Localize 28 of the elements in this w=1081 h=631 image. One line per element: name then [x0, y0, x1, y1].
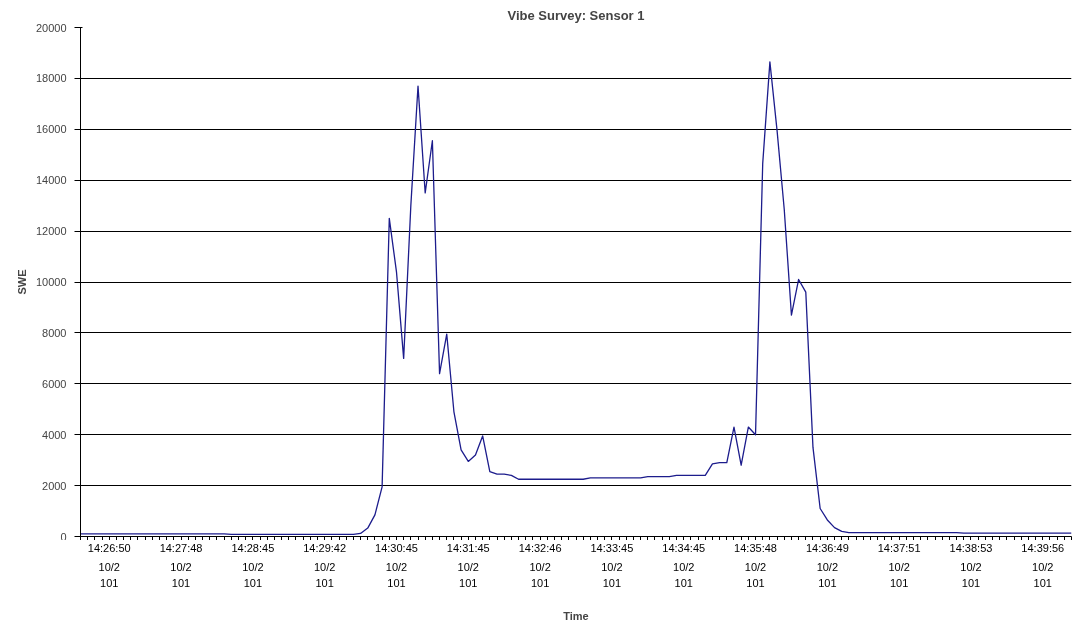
y-tick-label: 16000 — [35, 123, 67, 136]
x-tick-label: 14:33:45 10/2 101 — [590, 542, 634, 589]
x-tick-label: 14:31:45 10/2 101 — [446, 542, 490, 589]
x-tick-label: 14:36:49 10/2 101 — [805, 542, 849, 589]
y-tick-label: 2000 — [42, 479, 67, 492]
x-tick-label: 14:28:45 10/2 101 — [231, 542, 275, 589]
y-tick-label: 8000 — [42, 326, 67, 339]
y-tick-label: 10000 — [35, 276, 67, 288]
x-tick-label: 14:38:53 10/2 101 — [949, 542, 993, 589]
y-axis-title: SWE — [15, 269, 28, 295]
y-tick-label: 18000 — [35, 72, 67, 85]
x-tick-label: 14:39:56 10/2 101 — [1021, 542, 1065, 589]
y-tick-label: 12000 — [35, 225, 67, 238]
y-tick-label: 20000 — [35, 21, 67, 34]
x-tick-label: 14:37:51 10/2 101 — [877, 542, 921, 589]
y-tick-label: 0 — [60, 530, 67, 543]
x-tick-label: 14:35:48 10/2 101 — [734, 542, 777, 589]
x-tick-label: 14:30:45 10/2 101 — [375, 542, 418, 589]
y-tick-label: 6000 — [42, 377, 67, 390]
x-tick-label: 14:26:50 10/2 101 — [87, 542, 131, 589]
x-tick-label: 14:29:42 10/2 101 — [303, 542, 347, 589]
chart-title: Vibe Survey: Sensor 1 — [507, 7, 645, 23]
x-tick-label: 14:27:48 10/2 101 — [159, 542, 203, 589]
y-tick-label: 14000 — [35, 174, 67, 187]
x-axis-title: Time — [563, 609, 589, 622]
x-tick-label: 14:32:46 10/2 101 — [518, 542, 562, 589]
x-tick-label: 14:34:45 10/2 101 — [662, 542, 706, 589]
y-tick-label: 4000 — [42, 428, 67, 441]
